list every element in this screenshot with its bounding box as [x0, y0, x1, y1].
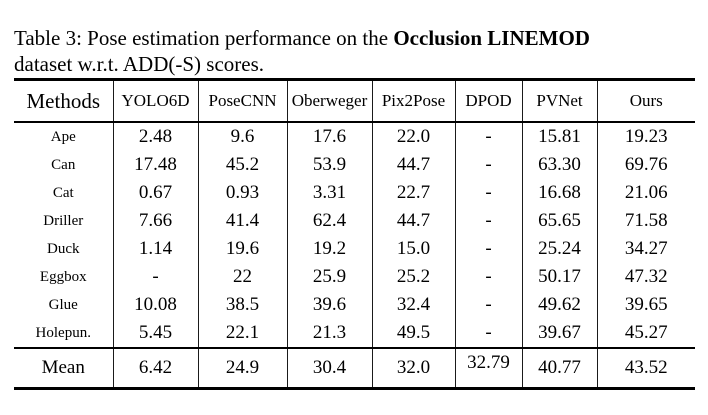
table-row-eggbox: Eggbox -22 25.9 25.2-50.17 47.32 [14, 263, 695, 291]
cell-holepun-dpod: - [454, 319, 522, 348]
cell-holepun-oberweger: 21.3 [286, 319, 372, 348]
table-row-cat: Cat 0.67 0.93 3.31 22.7-16.68 21.06 [14, 179, 695, 207]
cell-holepun-posecnn: 22.1 [197, 319, 287, 348]
cell-glue-yolo6d: 10.08 [112, 291, 198, 319]
cell-driller-dpod: - [454, 207, 522, 235]
mean-row-label: Mean [14, 347, 113, 390]
cell-ape-pix2pose: 22.0 [371, 122, 455, 151]
cell-eggbox-oberweger: 25.9 [286, 263, 372, 291]
header-col-oberweger: Oberweger [286, 78, 372, 123]
row-label-eggbox: Eggbox [39, 268, 87, 285]
cell-eggbox-yolo6d: - [112, 263, 198, 291]
cell-ape-posecnn: 9.6 [197, 122, 287, 151]
cell-ape-ours: 19.23 [596, 122, 695, 151]
row-label-cat: Cat [52, 184, 74, 201]
cell-cat-dpod: - [454, 179, 522, 207]
cell-duck-pvnet: 25.24 [521, 235, 597, 263]
table-row-driller: Driller 7.66 41.4 62.4 44.7-65.65 71.58 [14, 207, 695, 235]
cell-cat-pix2pose: 22.7 [371, 179, 455, 207]
header-row: Methods YOLO6D PoseCNN Oberweger Pix2Pose DP… [14, 78, 695, 123]
cell-glue-dpod: - [454, 291, 522, 319]
table-row-glue: Glue 10.08 38.5 39.6 32.4-49.62 39.65 [14, 291, 695, 319]
cell-glue-posecnn: 38.5 [197, 291, 287, 319]
row-label-duck: Duck [47, 240, 80, 257]
caption-text-after: dataset w.r.t. ADD(-S) scores. [14, 52, 265, 76]
cell-mean-posecnn: 24.9 [197, 347, 287, 390]
cell-duck-posecnn: 19.6 [197, 235, 287, 263]
cell-can-oberweger: 53.9 [286, 151, 372, 179]
caption-dataset-name: Occlusion LINEMOD [393, 26, 590, 50]
cell-cat-oberweger: 3.31 [286, 179, 372, 207]
cell-driller-ours: 71.58 [596, 207, 695, 235]
cell-driller-pvnet: 65.65 [521, 207, 597, 235]
cell-can-pix2pose: 44.7 [371, 151, 455, 179]
cell-driller-oberweger: 62.4 [286, 207, 372, 235]
cell-cat-pvnet: 16.68 [521, 179, 597, 207]
cell-mean-pix2pose: 32.0 [371, 347, 455, 390]
cell-can-pvnet: 63.30 [521, 151, 597, 179]
header-col-posecnn: PoseCNN [197, 78, 287, 123]
cell-holepun-pvnet: 39.67 [521, 319, 597, 348]
cell-mean-ours: 43.52 [596, 347, 695, 390]
cell-glue-ours: 39.65 [596, 291, 695, 319]
cell-driller-posecnn: 41.4 [197, 207, 287, 235]
header-col-ours: Ours [596, 78, 695, 123]
table-caption: Table 3: Pose estimation performance on … [14, 25, 704, 77]
table-row-can: Can 17.48 45.2 53.9 44.7-63.30 69.76 [14, 151, 695, 179]
cell-eggbox-dpod: - [454, 263, 522, 291]
row-label-glue: Glue [48, 296, 78, 313]
cell-mean-pvnet: 40.77 [521, 347, 597, 390]
cell-mean-yolo6d: 6.42 [112, 347, 198, 390]
cell-eggbox-pix2pose: 25.2 [371, 263, 455, 291]
table-body: Ape 2.48 9.6 17.6 22.0-15.81 19.23 Can 17.48 45.… [14, 122, 695, 348]
cell-duck-pix2pose: 15.0 [371, 235, 455, 263]
cell-cat-yolo6d: 0.67 [112, 179, 198, 207]
cell-holepun-yolo6d: 5.45 [112, 319, 198, 348]
cell-can-posecnn: 45.2 [197, 151, 287, 179]
mean-raised-value: 32.79 [467, 352, 510, 373]
header-methods: Methods [14, 78, 113, 123]
cell-ape-dpod: - [454, 122, 522, 151]
header-col-pix2pose: Pix2Pose [371, 78, 455, 123]
row-label-ape: Ape [50, 128, 76, 145]
header-col-pvnet: PVNet [521, 78, 597, 123]
cell-glue-pix2pose: 32.4 [371, 291, 455, 319]
cell-cat-posecnn: 0.93 [197, 179, 287, 207]
cell-ape-oberweger: 17.6 [286, 122, 372, 151]
cell-mean-oberweger: 30.4 [286, 347, 372, 390]
cell-ape-pvnet: 15.81 [521, 122, 597, 151]
cell-duck-oberweger: 19.2 [286, 235, 372, 263]
cell-driller-pix2pose: 44.7 [371, 207, 455, 235]
cell-glue-oberweger: 39.6 [286, 291, 372, 319]
cell-duck-dpod: - [454, 235, 522, 263]
table-row-ape: Ape 2.48 9.6 17.6 22.0-15.81 19.23 [14, 122, 695, 151]
table-row-holepun: Holepun. 5.45 22.1 21.3 49.5-39.67 45.27 [14, 319, 695, 348]
cell-ape-yolo6d: 2.48 [112, 122, 198, 151]
mean-row: Mean 6.42 24.9 30.4 32.0 32.79 40.77 43.52 [14, 347, 695, 390]
cell-holepun-ours: 45.27 [596, 319, 695, 348]
results-table: Methods YOLO6D PoseCNN Oberweger Pix2Pose DP… [14, 78, 695, 390]
header-col-dpod: DPOD [454, 78, 522, 123]
header-col-yolo6d: YOLO6D [112, 78, 198, 123]
cell-driller-yolo6d: 7.66 [112, 207, 198, 235]
caption-text-before: Table 3: Pose estimation performance on … [14, 26, 394, 50]
cell-mean-dpod: 32.79 [454, 347, 522, 390]
table-row-duck: Duck 1.14 19.6 19.2 15.0-25.24 34.27 [14, 235, 695, 263]
cell-eggbox-ours: 47.32 [596, 263, 695, 291]
cell-can-yolo6d: 17.48 [112, 151, 198, 179]
cell-can-dpod: - [454, 151, 522, 179]
cell-holepun-pix2pose: 49.5 [371, 319, 455, 348]
row-label-can: Can [51, 156, 76, 173]
cell-can-ours: 69.76 [596, 151, 695, 179]
cell-duck-ours: 34.27 [596, 235, 695, 263]
cell-glue-pvnet: 49.62 [521, 291, 597, 319]
cell-duck-yolo6d: 1.14 [112, 235, 198, 263]
cell-eggbox-pvnet: 50.17 [521, 263, 597, 291]
row-label-holepun: Holepun. [35, 324, 91, 341]
cell-cat-ours: 21.06 [596, 179, 695, 207]
row-label-driller: Driller [43, 212, 84, 229]
cell-eggbox-posecnn: 22 [197, 263, 287, 291]
